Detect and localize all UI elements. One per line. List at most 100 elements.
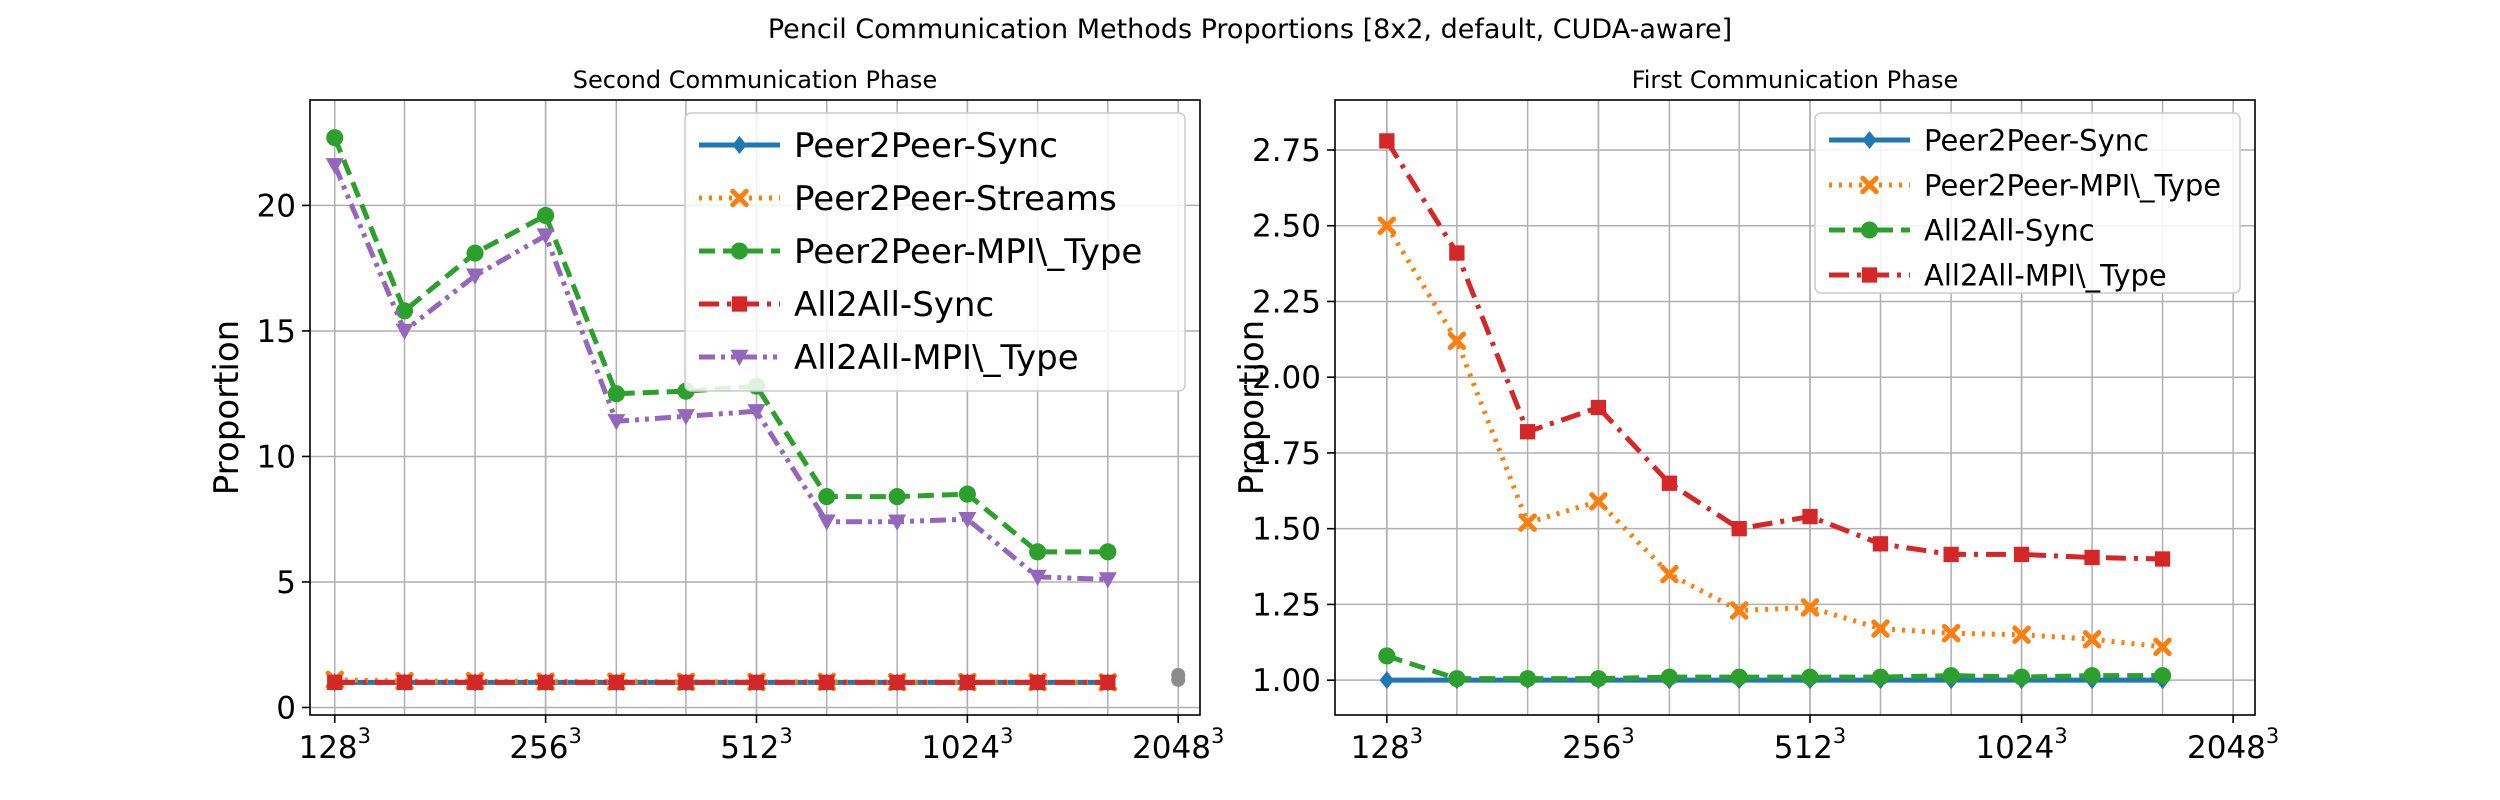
legend-marker xyxy=(731,296,748,312)
legend-label: Peer2Peer-MPI\_Type xyxy=(794,232,1142,272)
panel-title: Second Communication Phase xyxy=(573,66,937,94)
data-point xyxy=(958,485,976,503)
legend-marker xyxy=(730,188,749,208)
data-point xyxy=(959,674,976,691)
data-point xyxy=(818,488,836,506)
x-tick-label: 20483 xyxy=(1132,724,1224,766)
legend-label: Peer2Peer-Sync xyxy=(1924,123,2149,157)
data-point xyxy=(1379,133,1395,149)
data-point xyxy=(607,385,625,403)
y-tick-label: 15 xyxy=(257,314,296,350)
data-point xyxy=(1729,601,1749,620)
data-point xyxy=(396,674,413,691)
data-point xyxy=(1099,543,1117,561)
y-tick-label: 1.25 xyxy=(1252,587,1321,623)
data-point xyxy=(1028,569,1047,586)
y-tick-label: 1.50 xyxy=(1252,512,1321,548)
legend-label: All2All-MPI\_Type xyxy=(1924,258,2167,292)
data-point xyxy=(607,414,626,431)
legend-marker xyxy=(1860,221,1879,239)
x-tick-label: 5123 xyxy=(1774,724,1847,766)
data-point xyxy=(2084,549,2100,566)
plot-frame xyxy=(309,99,1201,716)
x-tick-label: 5123 xyxy=(720,724,793,766)
data-point xyxy=(1871,619,1890,638)
data-point xyxy=(1872,536,1889,552)
data-point xyxy=(1448,670,1466,688)
data-point xyxy=(537,674,554,691)
legend-label: All2All-Sync xyxy=(794,285,994,325)
data-point xyxy=(2153,637,2172,657)
data-point xyxy=(466,268,485,285)
data-point xyxy=(1802,508,1818,525)
data-point xyxy=(678,674,694,691)
legend-label: Peer2Peer-Streams xyxy=(794,179,1117,219)
data-point xyxy=(1801,668,1819,686)
data-point xyxy=(537,206,555,225)
data-point xyxy=(1800,598,1820,617)
data-point xyxy=(395,302,414,320)
x-tick-label: 2563 xyxy=(509,724,582,766)
legend-label: Peer2Peer-MPI\_Type xyxy=(1924,168,2221,202)
legend-marker xyxy=(730,242,749,260)
legend-marker xyxy=(1860,175,1879,195)
series-line xyxy=(332,164,1108,582)
y-tick-label: 0 xyxy=(276,690,296,726)
data-point xyxy=(889,674,905,691)
series-line xyxy=(1384,224,2163,650)
data-point xyxy=(1661,475,1678,491)
second-phase-chart: Second Communication Phase Proportion 0 5 10… xyxy=(207,66,1224,766)
y-tick-label: 2.25 xyxy=(1252,284,1321,320)
data-point xyxy=(1589,492,1608,511)
data-point xyxy=(1871,668,1890,686)
y-tick-label: 5 xyxy=(276,565,296,601)
legend-marker xyxy=(1861,267,1878,283)
data-point xyxy=(676,409,695,426)
legend-label: All2All-MPI\_Type xyxy=(794,338,1079,378)
data-point xyxy=(1519,424,1536,440)
data-point xyxy=(2153,667,2172,685)
figure-title: Pencil Communication Methods Proportions… xyxy=(768,14,1732,45)
data-point xyxy=(325,158,344,175)
data-point xyxy=(1378,647,1396,665)
data-point xyxy=(817,514,836,531)
data-point xyxy=(1518,513,1537,532)
data-point xyxy=(888,488,906,506)
data-point xyxy=(466,244,484,262)
data-point xyxy=(536,228,555,245)
data-point xyxy=(748,674,765,691)
data-point xyxy=(2013,546,2030,563)
data-point xyxy=(395,323,414,340)
data-point xyxy=(1098,572,1117,589)
data-point xyxy=(1660,564,1679,584)
first-phase-chart: First Communication Phase Proportion 1.00 1… xyxy=(1232,66,2279,766)
legend: Peer2Peer-Sync Peer2Peer-MPI\_Type All2All… xyxy=(1814,112,2241,294)
y-tick-label: 20 xyxy=(257,188,296,224)
data-point xyxy=(1379,671,1395,690)
data-point xyxy=(888,514,907,531)
y-tick-label: 2.00 xyxy=(1252,360,1321,396)
data-point xyxy=(608,674,624,691)
data-point xyxy=(747,404,766,421)
x-tick-label: 1283 xyxy=(1351,724,1424,766)
y-tick-label: 1.00 xyxy=(1252,663,1321,699)
y-tick-label: 2.75 xyxy=(1252,133,1321,169)
data-point xyxy=(1731,521,1747,537)
legend-marker xyxy=(730,349,749,366)
data-point xyxy=(1590,399,1607,416)
x-tick-label: 2563 xyxy=(1562,724,1635,766)
x-tick-label: 10243 xyxy=(921,724,1013,766)
panel-title: First Communication Phase xyxy=(1632,66,1959,94)
y-axis-label: Proportion xyxy=(207,320,247,495)
y-tick-label: 10 xyxy=(257,439,296,475)
data-point xyxy=(1447,331,1467,351)
y-tick-label: 2.50 xyxy=(1252,209,1321,245)
data-point xyxy=(1660,668,1678,686)
data-point xyxy=(2083,667,2101,685)
data-point xyxy=(1941,623,1961,643)
x-tick-label: 20483 xyxy=(2187,724,2279,766)
data-point xyxy=(2012,625,2031,644)
data-point xyxy=(1377,216,1397,235)
data-point xyxy=(467,674,483,691)
